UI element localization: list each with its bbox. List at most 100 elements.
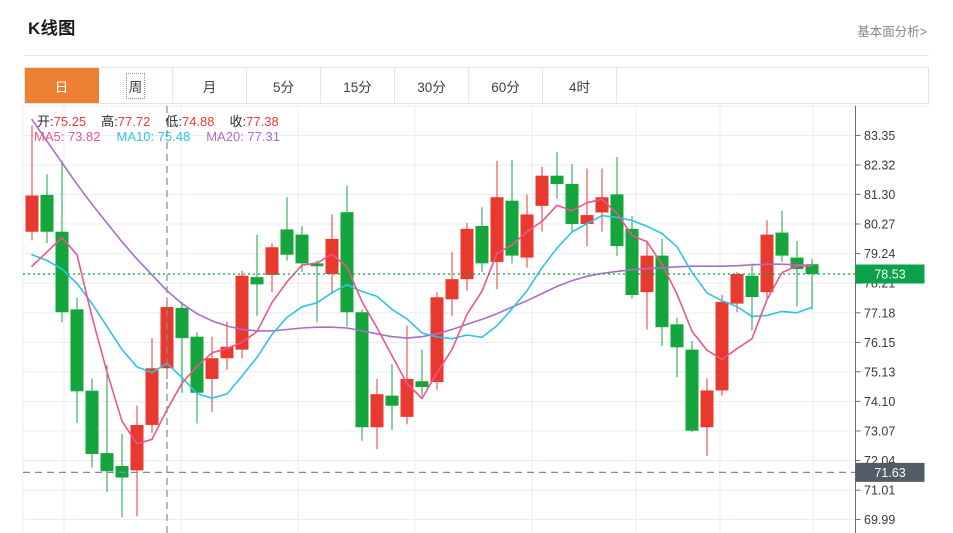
candle[interactable]: [235, 270, 249, 359]
candle[interactable]: [790, 240, 804, 307]
candle[interactable]: [745, 263, 759, 331]
tab-period-0[interactable]: 日: [25, 68, 99, 103]
tab-period-2[interactable]: 月: [173, 68, 247, 103]
candle-body: [640, 255, 654, 293]
candle-body: [70, 309, 84, 392]
tab-period-5[interactable]: 30分: [395, 68, 469, 103]
candle[interactable]: [85, 378, 99, 468]
candle[interactable]: [70, 297, 84, 423]
tab-period-3[interactable]: 5分: [247, 68, 321, 103]
candle[interactable]: [490, 160, 504, 290]
candle-body: [145, 368, 159, 425]
candle-body: [100, 453, 114, 472]
candle-body: [280, 229, 294, 255]
tab-label: 5分: [272, 79, 294, 95]
candle[interactable]: [700, 378, 714, 456]
candle-body: [220, 346, 234, 359]
candle[interactable]: [730, 271, 744, 313]
candle[interactable]: [130, 405, 144, 517]
candle[interactable]: [25, 125, 39, 241]
candle[interactable]: [460, 223, 474, 291]
candle[interactable]: [760, 220, 774, 298]
page-title: K线图: [28, 19, 76, 38]
candle-body: [700, 390, 714, 428]
tab-period-7[interactable]: 4时: [543, 68, 617, 103]
axis-label: 83.35: [864, 129, 895, 143]
candle-body: [745, 275, 759, 297]
period-tabbar: 日 周 月 5分 15分 30分 60分 4时: [24, 67, 929, 104]
candle-body: [250, 277, 264, 285]
candle[interactable]: [610, 156, 624, 256]
candle-body: [85, 390, 99, 454]
candle[interactable]: [190, 332, 204, 424]
candle[interactable]: [640, 240, 654, 330]
candle-body: [265, 247, 279, 275]
candle[interactable]: [475, 207, 489, 272]
axis-label: 74.10: [864, 395, 895, 409]
candle-body: [25, 195, 39, 232]
header-divider: [24, 55, 929, 56]
candle[interactable]: [55, 160, 69, 323]
candle-body: [130, 424, 144, 471]
candle[interactable]: [670, 317, 684, 378]
candle[interactable]: [340, 185, 354, 327]
candle[interactable]: [805, 259, 819, 310]
candle-body: [295, 234, 309, 264]
fundamental-analysis-link[interactable]: 基本面分析>: [857, 25, 927, 39]
axis-label: 76.15: [864, 336, 895, 350]
candle[interactable]: [280, 197, 294, 261]
candle-body: [205, 358, 219, 379]
candle[interactable]: [265, 243, 279, 293]
candle[interactable]: [580, 168, 594, 247]
candle[interactable]: [715, 294, 729, 396]
candle[interactable]: [220, 321, 234, 370]
candle[interactable]: [685, 340, 699, 433]
candle-body: [235, 275, 249, 350]
candle-body: [415, 381, 429, 387]
candle[interactable]: [415, 349, 429, 396]
candle[interactable]: [550, 152, 564, 199]
candles: [25, 125, 819, 518]
candle-body: [55, 231, 69, 313]
candle[interactable]: [625, 215, 639, 299]
candle-body: [175, 307, 189, 339]
candle[interactable]: [655, 238, 669, 346]
candle[interactable]: [385, 363, 399, 431]
candle[interactable]: [430, 292, 444, 390]
axis-label: 82.32: [864, 159, 895, 173]
candle-body: [490, 197, 504, 262]
candle[interactable]: [565, 164, 579, 232]
candle[interactable]: [100, 365, 114, 492]
tab-label: 15分: [343, 79, 372, 95]
candle-body: [760, 234, 774, 293]
tab-period-4[interactable]: 15分: [321, 68, 395, 103]
candle[interactable]: [400, 325, 414, 425]
candle-body: [40, 194, 54, 232]
candle[interactable]: [775, 210, 789, 262]
candle-body: [610, 194, 624, 247]
crosshair-price-badge: 71.63: [855, 462, 925, 482]
candle[interactable]: [145, 338, 159, 433]
tab-period-6[interactable]: 60分: [469, 68, 543, 103]
kline-chart[interactable]: 83.3582.3281.3080.2779.2478.2177.1876.15…: [0, 104, 953, 533]
tab-label: 30分: [417, 79, 446, 95]
candle-body: [595, 197, 609, 213]
candle[interactable]: [250, 234, 264, 316]
current-price-badge: 78.53: [855, 264, 925, 284]
tab-label: 日: [54, 79, 69, 95]
candle[interactable]: [355, 309, 369, 441]
candle[interactable]: [310, 260, 324, 323]
candle[interactable]: [205, 336, 219, 412]
candle-body: [460, 228, 474, 280]
candle-body: [355, 312, 369, 428]
candle[interactable]: [40, 174, 54, 244]
tab-label: 4时: [568, 79, 590, 95]
candle[interactable]: [115, 433, 129, 518]
candle-body: [310, 263, 324, 267]
candle-body: [565, 184, 579, 224]
candle[interactable]: [370, 378, 384, 450]
tab-period-1[interactable]: 周: [99, 68, 173, 103]
candle[interactable]: [445, 251, 459, 316]
candle-body: [400, 378, 414, 417]
ma10-line: [31, 214, 813, 399]
